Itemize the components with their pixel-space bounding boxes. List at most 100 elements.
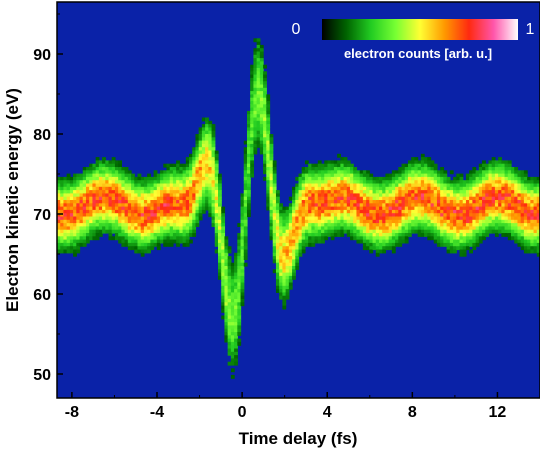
colorbar: 0 1 electron counts [arb. u.]: [292, 19, 535, 61]
heatmap-cell: [417, 213, 422, 218]
heatmap-cell: [66, 216, 71, 221]
heatmap-cell: [237, 322, 242, 326]
heatmap-cell: [240, 295, 245, 300]
heatmap-cell: [269, 190, 274, 194]
heatmap-cell: [295, 239, 300, 244]
heatmap-cell: [124, 206, 129, 211]
heatmap-cell: [211, 157, 216, 161]
heatmap-cell: [79, 173, 84, 178]
heatmap-cell: [208, 140, 213, 145]
heatmap-cell: [453, 233, 457, 237]
heatmap-cell: [156, 233, 161, 237]
heatmap-cell: [504, 183, 509, 188]
heatmap-cell: [449, 219, 454, 224]
heatmap-cell: [243, 196, 248, 201]
heatmap-cell: [511, 213, 515, 218]
heatmap-cell: [153, 183, 158, 188]
heatmap-cell: [134, 183, 139, 188]
heatmap-cell: [92, 183, 97, 188]
heatmap-cell: [169, 183, 174, 188]
heatmap-cell: [172, 193, 177, 198]
heatmap-cell: [501, 170, 506, 175]
heatmap-cell: [198, 157, 203, 161]
heatmap-cell: [414, 167, 419, 171]
heatmap-cell: [263, 114, 267, 119]
heatmap-cell: [227, 295, 232, 300]
heatmap-cell: [337, 173, 341, 178]
heatmap-cell: [234, 299, 238, 303]
heatmap-cell: [182, 223, 187, 227]
heatmap-cell: [250, 74, 255, 79]
heatmap-cell: [227, 308, 232, 313]
heatmap-cell: [185, 200, 190, 204]
heatmap-cell: [98, 206, 103, 211]
heatmap-cell: [469, 209, 473, 214]
heatmap-cell: [60, 226, 65, 231]
heatmap-cell: [218, 173, 222, 178]
heatmap-cell: [424, 223, 428, 227]
heatmap-cell: [137, 219, 142, 224]
heatmap-cell: [230, 338, 235, 343]
heatmap-cell: [198, 147, 203, 152]
heatmap-cell: [211, 147, 216, 152]
heatmap-cell: [208, 130, 213, 135]
heatmap-cell: [266, 147, 271, 152]
heatmap-cell: [221, 282, 226, 287]
heatmap-cell: [79, 223, 84, 227]
heatmap-cell: [520, 196, 525, 201]
heatmap-cell: [494, 200, 499, 204]
heatmap-cell: [527, 180, 531, 185]
heatmap-cell: [140, 180, 145, 185]
heatmap-cell: [288, 226, 293, 231]
heatmap-cell: [98, 213, 103, 218]
heatmap-cell: [89, 226, 94, 231]
heatmap-cell: [514, 209, 519, 214]
heatmap-cell: [192, 223, 197, 227]
heatmap-cell: [131, 200, 135, 204]
heatmap-cell: [282, 242, 287, 247]
heatmap-cell: [208, 206, 213, 211]
heatmap-cell: [150, 200, 155, 204]
heatmap-cell: [114, 193, 119, 198]
heatmap-cell: [353, 176, 358, 181]
heatmap-cell: [304, 229, 309, 234]
heatmap-cell: [237, 315, 242, 320]
heatmap-cell: [350, 186, 354, 191]
heatmap-cell: [391, 196, 396, 201]
heatmap-cell: [266, 173, 271, 178]
heatmap-cell: [205, 176, 209, 181]
heatmap-cell: [243, 233, 248, 237]
heatmap-cell: [166, 200, 171, 204]
heatmap-cell: [485, 203, 490, 208]
heatmap-cell: [57, 209, 61, 214]
heatmap-cell: [356, 239, 361, 244]
heatmap-cell: [282, 216, 287, 221]
heatmap-cell: [253, 97, 258, 102]
heatmap-cell: [79, 190, 84, 194]
heatmap-cell: [82, 239, 87, 244]
heatmap-cell: [182, 242, 187, 247]
heatmap-cell: [256, 51, 261, 56]
heatmap-cell: [69, 203, 74, 208]
heatmap-cell: [327, 233, 332, 237]
heatmap-cell: [324, 203, 329, 208]
heatmap-cell: [398, 226, 403, 231]
heatmap-cell: [205, 163, 209, 168]
heatmap-cell: [205, 190, 209, 194]
heatmap-cell: [266, 196, 271, 201]
heatmap-cell: [446, 213, 451, 218]
heatmap-cell: [507, 160, 512, 165]
heatmap-cell: [266, 127, 271, 132]
heatmap-cell: [234, 295, 238, 300]
heatmap-cell: [514, 229, 519, 234]
heatmap-cell: [234, 358, 238, 363]
heatmap-cell: [433, 216, 438, 221]
heatmap-cell: [195, 186, 200, 191]
heatmap-cell: [79, 183, 84, 188]
heatmap-cell: [436, 206, 441, 211]
heatmap-cell: [143, 200, 148, 204]
heatmap-cell: [514, 196, 519, 201]
heatmap-cell: [420, 233, 425, 237]
heatmap-cell: [433, 239, 438, 244]
heatmap-cell: [218, 233, 222, 237]
